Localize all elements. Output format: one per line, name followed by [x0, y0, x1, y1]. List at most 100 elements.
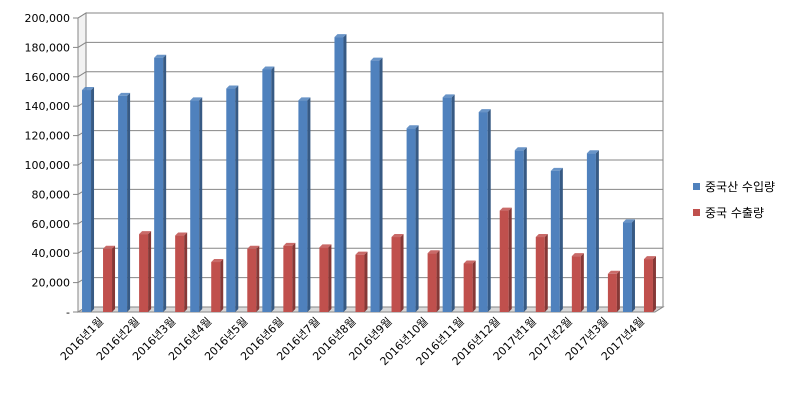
bar-side	[652, 256, 656, 312]
gridline	[77, 71, 663, 78]
bar-import	[226, 85, 239, 312]
bar-top	[226, 85, 239, 89]
bar-top	[154, 54, 167, 58]
bar-top	[370, 57, 383, 61]
bar-side	[328, 244, 332, 312]
bar-top	[298, 97, 311, 101]
bar-front	[391, 237, 401, 312]
bar-export	[247, 245, 260, 312]
bar-front	[82, 90, 92, 312]
bar-import	[262, 66, 275, 312]
y-tick-label: 20,000	[32, 277, 71, 290]
bar-export	[283, 242, 296, 312]
bar-front	[355, 254, 365, 312]
gridline	[77, 41, 663, 48]
bar-side	[91, 87, 95, 312]
bar-front	[262, 69, 272, 312]
bar-side	[199, 97, 203, 312]
bar-front	[643, 259, 653, 312]
bar-front	[550, 170, 560, 312]
bar-top	[571, 253, 584, 257]
legend-label: 중국 수출량	[705, 206, 764, 220]
bar-front	[334, 37, 344, 313]
bar-side	[472, 260, 476, 312]
bar-front	[442, 97, 452, 312]
bar-import	[478, 109, 491, 312]
y-tick-label: 180,000	[25, 41, 71, 54]
bar-top	[103, 245, 116, 249]
bar-side	[343, 34, 347, 313]
bar-import	[406, 125, 419, 312]
bar-export	[391, 234, 404, 312]
bar-export	[499, 207, 512, 312]
bar-export	[535, 234, 548, 312]
bar-front	[103, 248, 113, 312]
bar-export	[643, 256, 656, 312]
bar-import	[298, 97, 311, 312]
bar-top	[334, 34, 347, 38]
bar-top	[391, 234, 404, 238]
bar-top	[247, 245, 260, 249]
bar-side	[451, 94, 455, 312]
y-tick-label: 80,000	[32, 188, 71, 201]
bar-side	[523, 147, 527, 312]
bar-side	[307, 97, 311, 312]
bar-export	[427, 250, 440, 312]
bar-front	[190, 100, 200, 312]
bar-top	[82, 87, 95, 91]
legend-swatch	[693, 183, 700, 190]
bar-side	[235, 85, 239, 312]
bar-front	[247, 248, 257, 312]
bar-front	[499, 210, 509, 312]
bar-side	[220, 259, 224, 312]
bar-export	[571, 253, 584, 312]
bar-import	[586, 150, 599, 312]
bar-front	[175, 235, 185, 312]
y-tick-label: 100,000	[25, 159, 71, 172]
bar-import	[370, 57, 383, 312]
bar-import	[622, 219, 635, 312]
bar-front	[463, 263, 473, 312]
bar-export	[211, 259, 224, 312]
bar-import	[514, 147, 527, 312]
y-tick-label: 120,000	[25, 130, 71, 143]
bar-front	[586, 153, 596, 312]
bar-top	[550, 167, 563, 171]
bar-side	[400, 234, 404, 312]
bar-front	[319, 247, 329, 312]
bar-front	[139, 234, 149, 312]
bar-top	[463, 260, 476, 264]
bar-side	[415, 125, 419, 312]
bar-front	[571, 256, 581, 312]
bar-side	[487, 109, 491, 312]
bar-top	[319, 244, 332, 248]
y-tick-label: -	[66, 306, 70, 319]
bar-side	[508, 207, 512, 312]
bar-export	[355, 251, 368, 312]
bar-top	[211, 259, 224, 263]
bar-side	[256, 245, 260, 312]
bar-front	[118, 95, 128, 312]
bar-top	[406, 125, 419, 129]
bar-front	[478, 112, 488, 312]
y-tick-label: 160,000	[25, 71, 71, 84]
bar-top	[190, 97, 203, 101]
bar-import	[118, 92, 131, 312]
bar-front	[370, 60, 380, 312]
bar-side	[580, 253, 584, 312]
bar-side	[292, 242, 296, 312]
bar-import	[82, 87, 95, 312]
gridline	[77, 12, 663, 19]
bar-side	[631, 219, 635, 312]
bar-export	[463, 260, 476, 312]
bar-top	[175, 232, 188, 236]
bar-front	[514, 150, 524, 312]
bar-side	[436, 250, 440, 312]
bar-front	[622, 222, 632, 312]
bar-front	[283, 245, 293, 312]
bar-export	[103, 245, 116, 312]
bar-side	[616, 270, 620, 312]
bar-import	[442, 94, 455, 312]
